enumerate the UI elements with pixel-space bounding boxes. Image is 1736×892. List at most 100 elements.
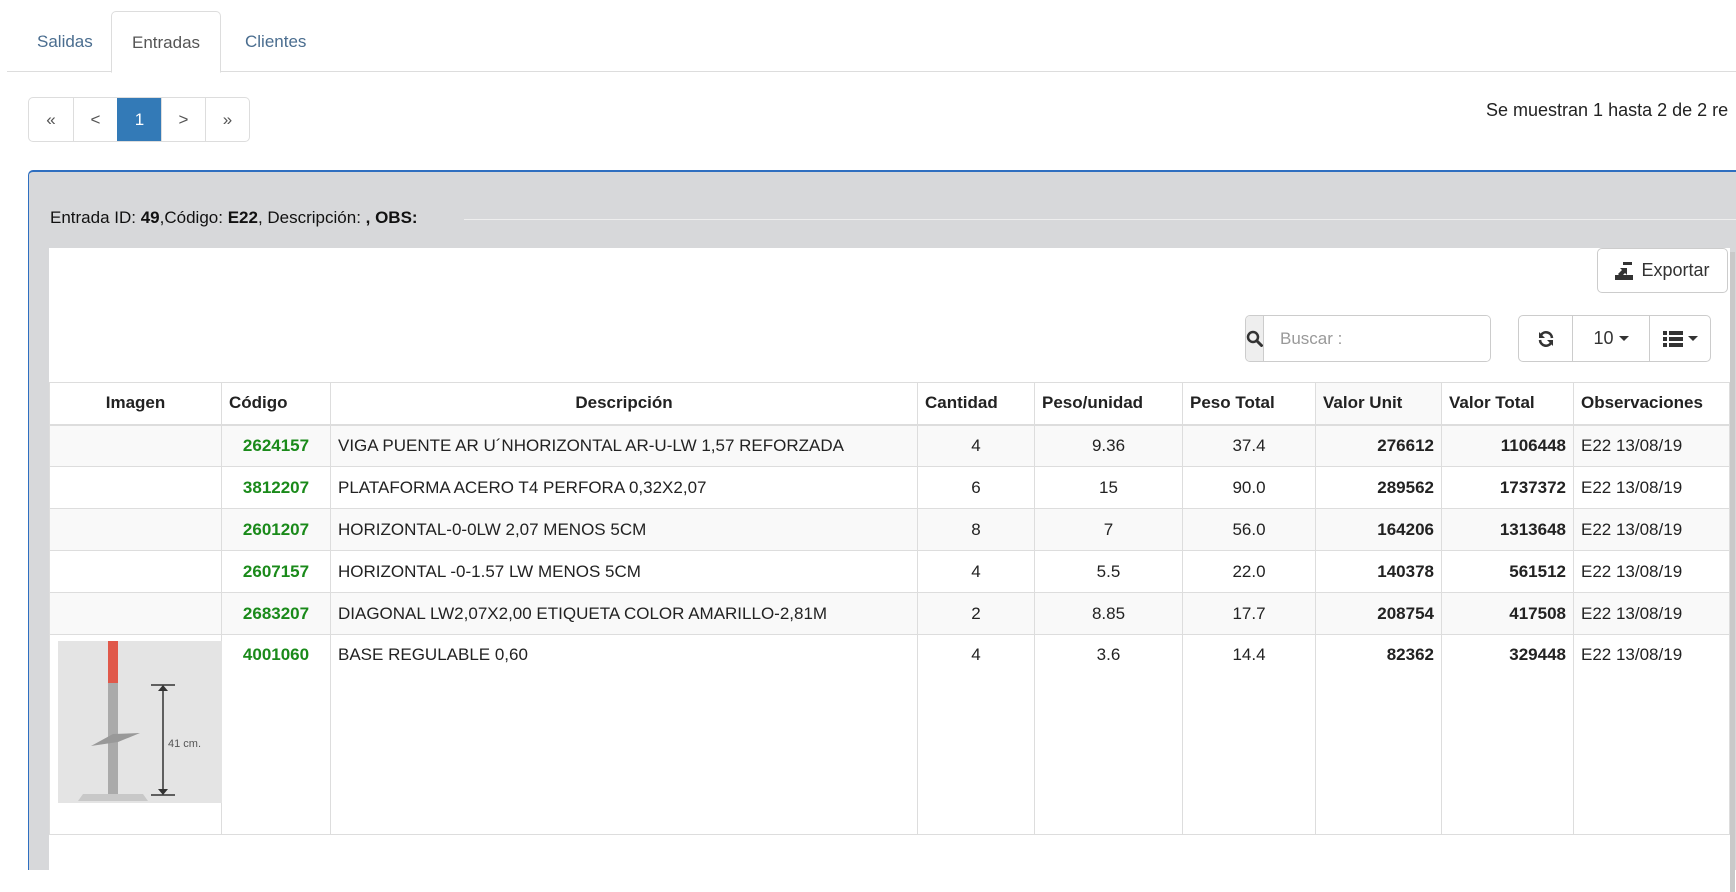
first-page-button[interactable]: « — [46, 110, 56, 129]
col-observaciones[interactable]: Observaciones — [1573, 382, 1730, 426]
entry-id: 49 — [140, 208, 160, 227]
items-table: Imagen Código Descripción Cantidad Peso/… — [49, 382, 1730, 835]
image-caption: 41 cm. — [168, 738, 201, 750]
valor-total-cell: 561512 — [1441, 550, 1574, 593]
image-cell — [49, 466, 222, 509]
cantidad-cell: 4 — [917, 424, 1035, 467]
col-imagen[interactable]: Imagen — [49, 382, 222, 426]
page-size-value: 10 — [1593, 328, 1614, 348]
entry-header: Entrada ID: 49,Código: E22, Descripción:… — [50, 208, 418, 228]
valor-unit-cell: 82362 — [1315, 634, 1442, 835]
list-icon — [1662, 330, 1683, 347]
observaciones-cell: E22 13/08/19 — [1573, 424, 1730, 467]
columns-dropdown[interactable] — [1649, 316, 1710, 361]
id-label: Entrada ID: — [50, 208, 141, 227]
table-row: 3812207 PLATAFORMA ACERO T4 PERFORA 0,32… — [49, 466, 1730, 509]
col-cantidad[interactable]: Cantidad — [917, 382, 1035, 426]
codigo-cell: 3812207 — [221, 466, 331, 509]
peso-unidad-cell: 7 — [1034, 508, 1183, 551]
peso-unidad-cell: 3.6 — [1034, 634, 1183, 835]
observaciones-cell: E22 13/08/19 — [1573, 508, 1730, 551]
table-container: Exportar 10 Imagen Código Descripción Ca… — [49, 248, 1730, 888]
peso-total-cell: 37.4 — [1182, 424, 1316, 467]
image-cell — [49, 508, 222, 551]
cantidad-cell: 4 — [917, 550, 1035, 593]
cantidad-cell: 4 — [917, 634, 1035, 835]
search-group — [1245, 315, 1491, 362]
table-tools: 10 — [1518, 315, 1711, 362]
peso-total-cell: 17.7 — [1182, 592, 1316, 635]
col-peso-unidad[interactable]: Peso/unidad — [1034, 382, 1183, 426]
peso-total-cell: 22.0 — [1182, 550, 1316, 593]
col-codigo[interactable]: Código — [221, 382, 331, 426]
caret-down-icon — [1618, 336, 1629, 341]
col-descripcion[interactable]: Descripción — [330, 382, 918, 426]
refresh-icon — [1538, 330, 1553, 347]
peso-unidad-cell: 9.36 — [1034, 424, 1183, 467]
valor-unit-cell: 276612 — [1315, 424, 1442, 467]
obs-label: , OBS: — [365, 208, 418, 227]
col-peso-total[interactable]: Peso Total — [1182, 382, 1316, 426]
scrollbar[interactable] — [1730, 252, 1735, 892]
next-page-button[interactable]: > — [161, 98, 205, 141]
codigo-cell: 2601207 — [221, 508, 331, 551]
valor-total-cell: 1106448 — [1441, 424, 1574, 467]
page-size-dropdown[interactable]: 10 — [1572, 316, 1649, 361]
tab-entradas[interactable]: Entradas — [111, 11, 222, 73]
export-button[interactable]: Exportar — [1597, 248, 1728, 293]
entry-panel: Entrada ID: 49,Código: E22, Descripción:… — [28, 170, 1736, 892]
code-label: ,Código: — [159, 208, 228, 227]
valor-total-cell: 1737372 — [1441, 466, 1574, 509]
col-valor-unit[interactable]: Valor Unit — [1315, 382, 1442, 426]
valor-total-cell: 1313648 — [1441, 508, 1574, 551]
tab-clientes[interactable]: Clientes — [245, 32, 307, 51]
description-label: , Descripción: — [257, 208, 366, 227]
prev-page-button[interactable]: < — [73, 98, 117, 141]
cantidad-cell: 6 — [917, 466, 1035, 509]
peso-unidad-cell: 15 — [1034, 466, 1183, 509]
observaciones-cell: E22 13/08/19 — [1573, 550, 1730, 593]
export-label: Exportar — [1641, 260, 1710, 280]
last-page-button[interactable]: » — [205, 98, 249, 141]
image-cell — [49, 424, 222, 467]
observaciones-cell: E22 13/08/19 — [1573, 592, 1730, 635]
descripcion-cell: VIGA PUENTE AR U´NHORIZONTAL AR-U-LW 1,5… — [330, 424, 918, 467]
refresh-button[interactable] — [1519, 316, 1572, 361]
valor-unit-cell: 208754 — [1315, 592, 1442, 635]
tab-bar: Salidas Entradas Clientes — [7, 0, 1736, 73]
descripcion-cell: PLATAFORMA ACERO T4 PERFORA 0,32X2,07 — [330, 466, 918, 509]
valor-unit-cell: 140378 — [1315, 550, 1442, 593]
divider — [464, 219, 1736, 220]
codigo-cell: 2683207 — [221, 592, 331, 635]
cantidad-cell: 2 — [917, 592, 1035, 635]
page-1-button[interactable]: 1 — [117, 98, 161, 141]
table-row: 2607157 HORIZONTAL -0-1.57 LW MENOS 5CM … — [49, 550, 1730, 593]
observaciones-cell: E22 13/08/19 — [1573, 634, 1730, 835]
pagination: « < 1 > » — [28, 97, 250, 142]
peso-unidad-cell: 8.85 — [1034, 592, 1183, 635]
entry-code: E22 — [227, 208, 258, 227]
peso-unidad-cell: 5.5 — [1034, 550, 1183, 593]
valor-unit-cell: 289562 — [1315, 466, 1442, 509]
records-info: Se muestran 1 hasta 2 de 2 re — [1486, 100, 1729, 120]
table-row: 2624157 VIGA PUENTE AR U´NHORIZONTAL AR-… — [49, 424, 1730, 467]
caret-down-icon — [1687, 336, 1698, 341]
table-header: Imagen Código Descripción Cantidad Peso/… — [49, 382, 1730, 426]
image-cell — [49, 592, 222, 635]
cantidad-cell: 8 — [917, 508, 1035, 551]
col-valor-total[interactable]: Valor Total — [1441, 382, 1574, 426]
descripcion-cell: BASE REGULABLE 0,60 — [330, 634, 918, 835]
codigo-cell: 4001060 — [221, 634, 331, 835]
codigo-cell: 2607157 — [221, 550, 331, 593]
export-icon — [1615, 261, 1634, 280]
image-cell — [49, 550, 222, 593]
tab-salidas[interactable]: Salidas — [37, 32, 93, 51]
search-icon — [1246, 316, 1264, 361]
valor-total-cell: 329448 — [1441, 634, 1574, 835]
search-input[interactable] — [1264, 316, 1490, 361]
codigo-cell: 2624157 — [221, 424, 331, 467]
product-image: 41 cm. — [58, 641, 222, 803]
table-row: 2601207 HORIZONTAL-0-0LW 2,07 MENOS 5CM … — [49, 508, 1730, 551]
observaciones-cell: E22 13/08/19 — [1573, 466, 1730, 509]
image-cell: 41 cm. — [49, 634, 222, 835]
